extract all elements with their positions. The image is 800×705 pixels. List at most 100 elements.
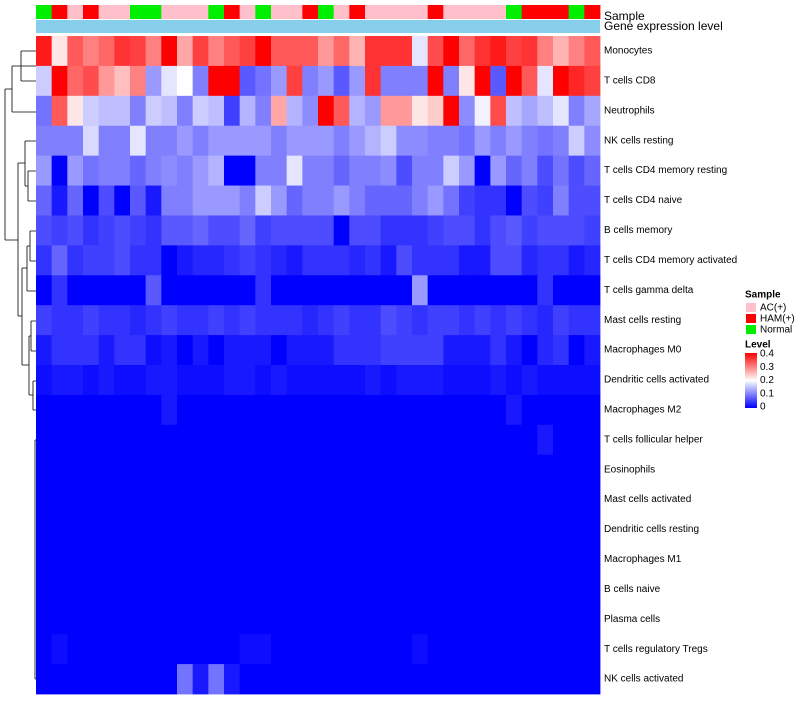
heatmap-cell — [271, 634, 288, 665]
heatmap-cell — [36, 664, 53, 695]
heatmap-cell — [114, 335, 131, 366]
heatmap-cell — [333, 574, 350, 605]
heatmap-cell — [83, 544, 100, 575]
heatmap-cell — [51, 155, 68, 186]
heatmap-cell — [443, 335, 460, 366]
heatmap-cell — [553, 574, 570, 605]
heatmap-cell — [474, 544, 491, 575]
heatmap-cell — [239, 185, 256, 216]
heatmap-cell — [286, 604, 303, 635]
heatmap-cell — [584, 305, 601, 336]
heatmap-cell — [286, 245, 303, 276]
heatmap-cell — [83, 335, 100, 366]
heatmap-cell — [553, 634, 570, 665]
heatmap-cell — [318, 245, 335, 276]
heatmap-cell — [192, 365, 209, 396]
sample-cell — [51, 5, 68, 19]
heatmap-cell — [459, 365, 476, 396]
heatmap-cell — [255, 185, 272, 216]
heatmap-cell — [286, 65, 303, 97]
heatmap-cell — [302, 245, 319, 276]
sample-cell — [36, 5, 53, 19]
heatmap-cell — [192, 65, 209, 97]
heatmap-cell — [412, 544, 429, 575]
heatmap-cell — [380, 335, 397, 366]
heatmap-cell — [208, 185, 225, 216]
heatmap-cell — [349, 484, 366, 515]
heatmap-cell — [380, 215, 397, 246]
heatmap-cell — [192, 275, 209, 306]
heatmap-cell — [271, 125, 288, 157]
heatmap-cell — [51, 604, 68, 635]
heatmap-cell — [51, 484, 68, 515]
heatmap-cell — [177, 394, 194, 426]
heatmap-cell — [365, 394, 382, 426]
heatmap-cell — [349, 95, 366, 127]
heatmap-cell — [83, 365, 100, 396]
heatmap-cell — [537, 394, 554, 426]
heatmap-cell — [333, 185, 350, 216]
heatmap-cell — [130, 305, 147, 336]
heatmap-cell — [584, 604, 601, 635]
heatmap-cell — [333, 394, 350, 426]
heatmap-cell — [459, 484, 476, 515]
heatmap-cell — [130, 36, 147, 67]
heatmap-cell — [459, 125, 476, 157]
heatmap-cell — [380, 454, 397, 486]
heatmap-cell — [459, 604, 476, 635]
heatmap-cell — [349, 574, 366, 605]
heatmap-cell — [130, 484, 147, 515]
heatmap-cell — [302, 305, 319, 336]
heatmap-cell — [239, 125, 256, 157]
heatmap-cell — [255, 95, 272, 127]
heatmap-cell — [130, 125, 147, 157]
heatmap-cell — [286, 544, 303, 575]
heatmap-cell — [239, 95, 256, 127]
heatmap-cell — [584, 215, 601, 246]
heatmap-cell — [67, 155, 84, 186]
heatmap-cell — [568, 275, 585, 306]
heatmap-cell — [396, 36, 413, 67]
row-label: Mast cells activated — [604, 494, 691, 505]
heatmap-cell — [537, 634, 554, 665]
heatmap-cell — [36, 604, 53, 635]
heatmap-cell — [333, 125, 350, 157]
heatmap-cell — [443, 544, 460, 575]
heatmap-cell — [490, 634, 507, 665]
heatmap-cell — [365, 544, 382, 575]
sample-cell — [443, 5, 460, 19]
legend-swatch — [746, 314, 756, 323]
heatmap-cell — [349, 65, 366, 97]
heatmap-cell — [349, 185, 366, 216]
heatmap-cell — [224, 65, 241, 97]
heatmap-cell — [239, 394, 256, 426]
heatmap-cell — [568, 65, 585, 97]
heatmap-cell — [349, 604, 366, 635]
heatmap-cell — [459, 514, 476, 545]
heatmap-cell — [98, 275, 115, 306]
heatmap-cell — [98, 335, 115, 366]
heatmap-cell — [333, 604, 350, 635]
heatmap-cell — [286, 664, 303, 695]
heatmap-cell — [396, 245, 413, 276]
heatmap-cell — [192, 335, 209, 366]
heatmap-cell — [145, 394, 162, 426]
heatmap-cell — [161, 664, 178, 695]
heatmap-cell — [67, 275, 84, 306]
heatmap-cell — [318, 604, 335, 635]
sample-cell — [490, 5, 507, 19]
sample-cell — [568, 5, 585, 19]
heatmap-cell — [255, 394, 272, 426]
heatmap-cell — [286, 394, 303, 426]
row-label: B cells memory — [604, 225, 672, 236]
heatmap-cell — [380, 36, 397, 67]
heatmap-cell — [177, 664, 194, 695]
heatmap-cell — [427, 454, 444, 486]
heatmap-cell — [443, 634, 460, 665]
heatmap-cell — [208, 95, 225, 127]
heatmap-cell — [365, 664, 382, 695]
heatmap-cell — [208, 454, 225, 486]
heatmap-cell — [145, 424, 162, 456]
heatmap-cell — [114, 664, 131, 695]
heatmap-cell — [224, 454, 241, 486]
